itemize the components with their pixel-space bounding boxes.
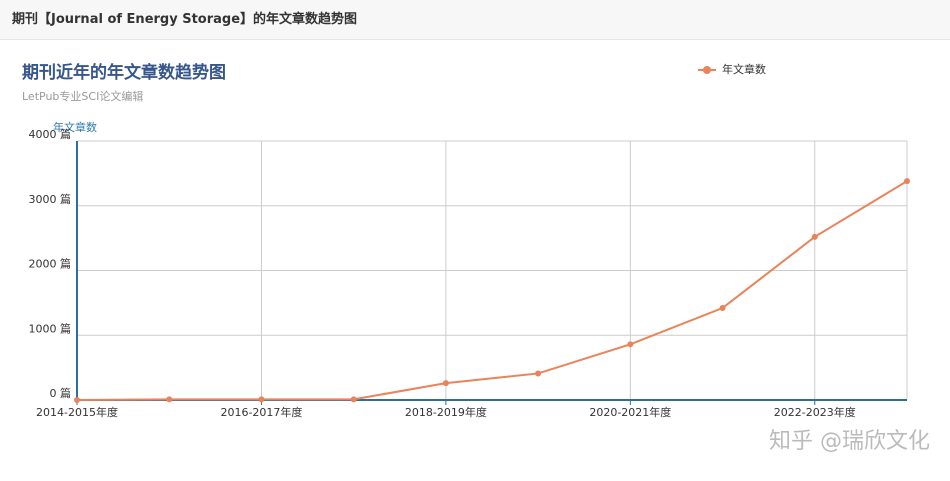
line (76, 180, 908, 401)
y-axis-label: 年文章数 (53, 120, 97, 134)
watermark: 知乎 @瑞欣文化 (769, 429, 930, 454)
chart-subtitle: LetPub专业SCI论文编辑 (22, 89, 143, 103)
y-tick-label: 2000 篇 (29, 257, 72, 271)
y-tick-label: 0 篇 (50, 386, 72, 400)
x-tick-label: 2018-2019年度 (405, 405, 487, 419)
x-tick-label: 2014-2015年度 (36, 405, 118, 419)
point (627, 341, 634, 348)
x-tick-label: 2016-2017年度 (220, 405, 302, 419)
point (719, 305, 726, 312)
y-tick-label: 4000 篇 (29, 127, 72, 141)
page-header: 期刊【Journal of Energy Storage】的年文章数趋势图 (0, 0, 950, 40)
point (904, 178, 910, 185)
point (166, 396, 173, 403)
y-tick-label: 3000 篇 (29, 192, 72, 206)
point (350, 396, 357, 403)
point (811, 233, 818, 240)
legend-marker (703, 66, 711, 74)
point (258, 396, 265, 403)
x-tick-label: 2020-2021年度 (589, 405, 671, 419)
x-tick-label: 2022-2023年度 (774, 405, 856, 419)
y-tick-label: 1000 篇 (29, 321, 72, 335)
point (442, 380, 449, 387)
chart: 期刊近年的年文章数趋势图 LetPub专业SCI论文编辑 年文章数 知乎 @瑞欣… (22, 62, 930, 454)
legend-label: 年文章数 (722, 62, 766, 76)
point (74, 397, 80, 403)
chart-title: 期刊近年的年文章数趋势图 (22, 62, 226, 83)
point (535, 370, 542, 377)
